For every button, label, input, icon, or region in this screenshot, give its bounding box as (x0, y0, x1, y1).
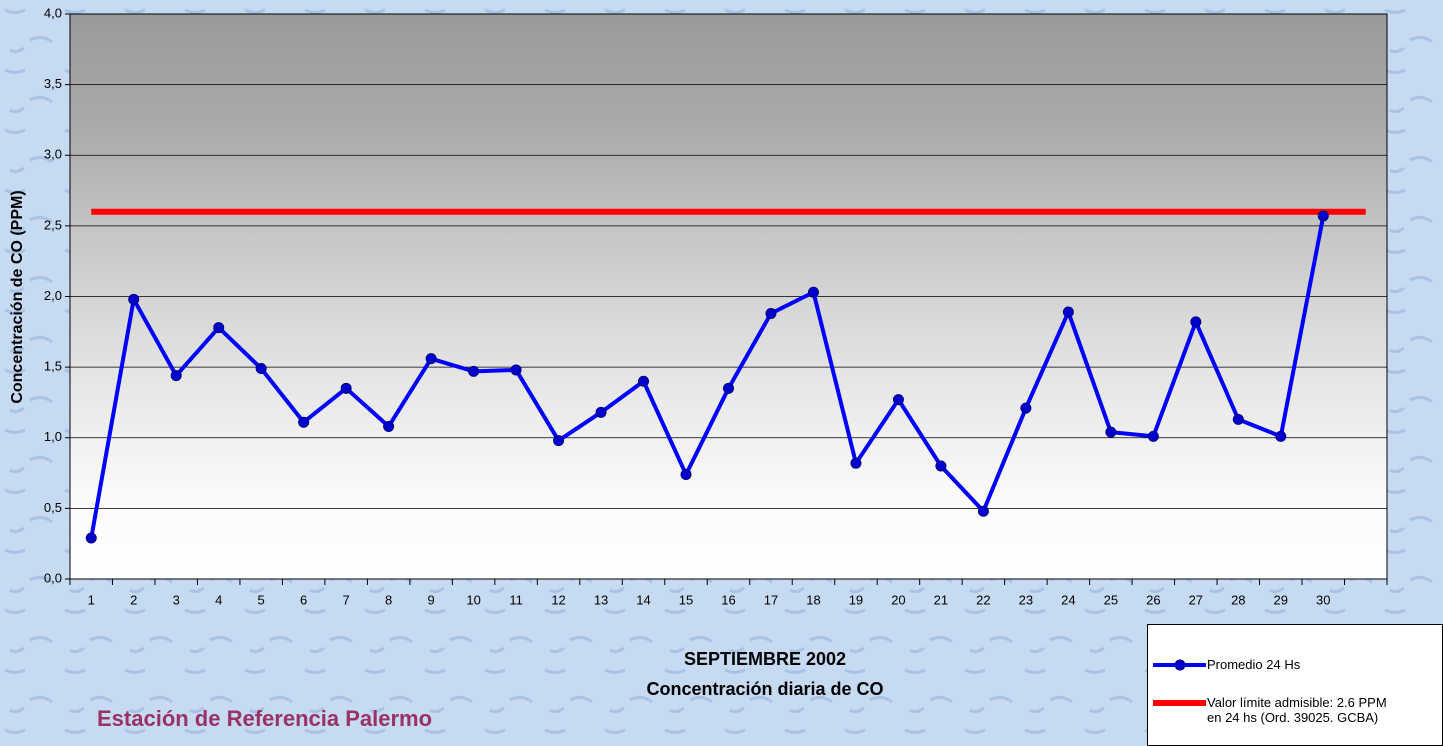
y-tick-label: 0,5 (44, 500, 62, 515)
y-tick-label: 2,0 (44, 288, 62, 303)
data-point (468, 365, 480, 377)
data-point (1317, 210, 1329, 222)
x-tick-label: 16 (721, 592, 735, 607)
x-tick-label: 6 (300, 592, 307, 607)
data-point (1190, 316, 1202, 328)
x-tick-label: 23 (1019, 592, 1033, 607)
legend-keys (1153, 659, 1206, 706)
data-point (213, 322, 225, 334)
chart-subtitle: Concentración diaria de CO (646, 679, 883, 699)
legend: Promedio 24 Hs Valor límite admisible: 2… (1147, 624, 1443, 746)
data-point (553, 435, 565, 447)
x-tick-label: 5 (258, 592, 265, 607)
data-point (1062, 306, 1074, 318)
x-tick-label: 25 (1104, 592, 1118, 607)
x-tick-label: 21 (934, 592, 948, 607)
y-tick-label: 2,5 (44, 217, 62, 232)
legend-label: Valor límite admisible: 2.6 PPM en 24 hs… (1207, 695, 1387, 725)
data-point (510, 364, 522, 376)
data-point (255, 363, 267, 375)
x-tick-label: 29 (1274, 592, 1288, 607)
data-point (595, 406, 607, 418)
data-point (723, 382, 734, 394)
data-line (89, 215, 1326, 539)
data-point (807, 286, 819, 298)
data-point (1020, 402, 1032, 414)
x-tick-label: 4 (215, 592, 222, 607)
x-tick-label: 13 (594, 592, 608, 607)
x-tick-label: 10 (466, 592, 480, 607)
x-tick-label: 28 (1231, 592, 1245, 607)
x-tick-label: 2 (130, 592, 137, 607)
x-tick-label: 15 (679, 592, 693, 607)
data-point (1105, 426, 1117, 438)
y-tick-label: 4,0 (44, 5, 62, 20)
x-tick-label: 1 (88, 592, 95, 607)
x-tick-label: 18 (806, 592, 820, 607)
x-tick-label: 17 (764, 592, 778, 607)
y-tick-label: 1,0 (44, 429, 62, 444)
x-tick-label: 3 (173, 592, 180, 607)
data-point (1275, 430, 1287, 442)
data-point (935, 460, 947, 472)
x-tick-label: 30 (1316, 592, 1330, 607)
data-point (340, 382, 352, 394)
data-point (977, 505, 989, 517)
y-axis-label: Concentración de CO (PPM) (9, 190, 26, 403)
data-point (298, 416, 310, 428)
data-point (850, 457, 862, 469)
x-tick-label: 14 (636, 592, 650, 607)
data-point (1232, 413, 1244, 425)
x-tick-label: 9 (427, 592, 434, 607)
y-tick-label: 3,0 (44, 147, 62, 162)
x-tick-label: 19 (849, 592, 863, 607)
x-tick-label: 11 (509, 592, 523, 607)
x-tick-label: 24 (1061, 592, 1075, 607)
y-tick-label: 3,5 (44, 76, 62, 91)
x-tick-label: 27 (1189, 592, 1203, 607)
x-tick-label: 20 (891, 592, 905, 607)
data-point (680, 468, 692, 480)
x-tick-label: 12 (551, 592, 565, 607)
chart-title: SEPTIEMBRE 2002 (684, 649, 846, 669)
legend-label: Promedio 24 Hs (1207, 657, 1301, 672)
legend-marker (1174, 659, 1186, 671)
data-point (892, 394, 904, 406)
data-point (1147, 430, 1159, 442)
data-point (425, 353, 437, 365)
data-point (170, 370, 182, 382)
data-point (383, 420, 395, 432)
x-tick-label: 8 (385, 592, 392, 607)
x-tick-label: 26 (1146, 592, 1160, 607)
x-tick-label: 7 (343, 592, 350, 607)
x-tick-label: 22 (976, 592, 990, 607)
data-point (85, 532, 97, 544)
data-point (638, 375, 650, 387)
annotation: Estación de Referencia Palermo (97, 706, 432, 731)
y-tick-label: 1,5 (44, 359, 62, 374)
y-tick-label: 0,0 (44, 570, 62, 585)
data-point (765, 307, 777, 319)
data-point (128, 293, 140, 305)
